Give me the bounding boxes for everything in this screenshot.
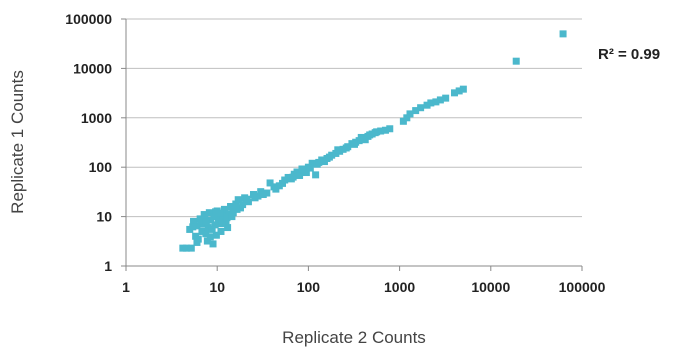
data-point [278,179,286,187]
data-points [179,30,567,252]
data-point [298,165,306,173]
data-point [187,244,195,252]
data-point [325,153,333,161]
data-point [190,217,198,225]
data-point [312,171,320,179]
data-point [263,189,271,197]
data-point [406,110,414,118]
data-point [218,220,226,228]
data-point [315,158,323,166]
data-point [381,126,389,134]
data-point [202,218,210,226]
data-point [210,213,218,221]
y-tick-label: 100 [89,159,113,175]
data-point [361,136,369,144]
x-axis-title: Replicate 2 Counts [282,328,426,347]
data-point [223,214,231,222]
data-point [306,164,314,172]
data-point [239,201,247,209]
data-point [229,209,237,217]
data-point [222,217,230,225]
data-point [423,101,431,109]
data-point [259,191,267,199]
r-squared-annotation: R² = 0.99 [598,46,660,63]
data-point [512,57,520,65]
y-tick-label: 100000 [65,11,112,27]
data-point [202,230,210,238]
data-point [201,213,209,221]
x-tick-label: 10 [209,279,225,295]
data-point [342,144,350,152]
data-point [296,171,304,179]
data-point [206,233,214,241]
data-point [182,244,190,252]
x-tick-label: 1 [122,279,130,295]
data-point [417,104,425,112]
data-point [442,94,450,102]
data-point [234,196,242,204]
y-tick-label: 1 [104,258,112,274]
data-point [302,169,310,177]
data-point [332,149,340,157]
tick-labels: 1 10 100 1000 10000 100000 1 10 100 1000 10000 1000… [65,11,605,295]
x-tick-label: 10000 [471,279,510,295]
y-tick-label: 1000 [81,110,112,126]
data-point [193,222,201,230]
data-point [289,173,297,181]
data-point [357,133,365,141]
data-point [212,208,220,216]
data-point [232,200,240,208]
y-tick-label: 10 [96,209,112,225]
data-point [559,30,567,38]
data-point [197,217,205,225]
data-point [403,114,411,122]
data-point [334,146,342,154]
y-axis-title: Replicate 1 Counts [8,70,27,214]
data-point [350,140,358,148]
data-point [386,125,394,133]
data-point [193,238,201,246]
data-point [266,179,274,187]
y-tick-label: 10000 [73,60,112,76]
x-tick-label: 100 [297,279,321,295]
data-point [412,107,420,115]
data-point [432,98,440,106]
data-point [198,227,206,235]
data-point [209,240,217,248]
x-tick-label: 1000 [384,279,415,295]
data-point [308,159,316,167]
data-point [203,237,211,245]
grid-lines [126,18,582,218]
x-tick-label: 100000 [559,279,606,295]
data-point [251,194,259,202]
data-point [205,209,213,217]
data-point [366,131,374,139]
data-point [377,127,385,135]
data-point [220,205,228,213]
data-point [212,231,220,239]
data-point [179,244,187,252]
data-point [436,96,444,104]
data-point [459,85,467,93]
data-point [272,185,280,193]
data-point [371,129,379,137]
data-point [228,213,236,221]
data-point [217,227,225,235]
data-point [227,203,235,211]
data-point [455,87,463,95]
data-point [216,209,224,217]
data-point [204,224,212,232]
data-point [427,99,435,107]
data-point [189,223,197,231]
data-point [243,195,251,203]
data-point [451,89,459,97]
data-point [224,224,232,232]
data-point [208,225,216,233]
data-point [233,205,241,213]
